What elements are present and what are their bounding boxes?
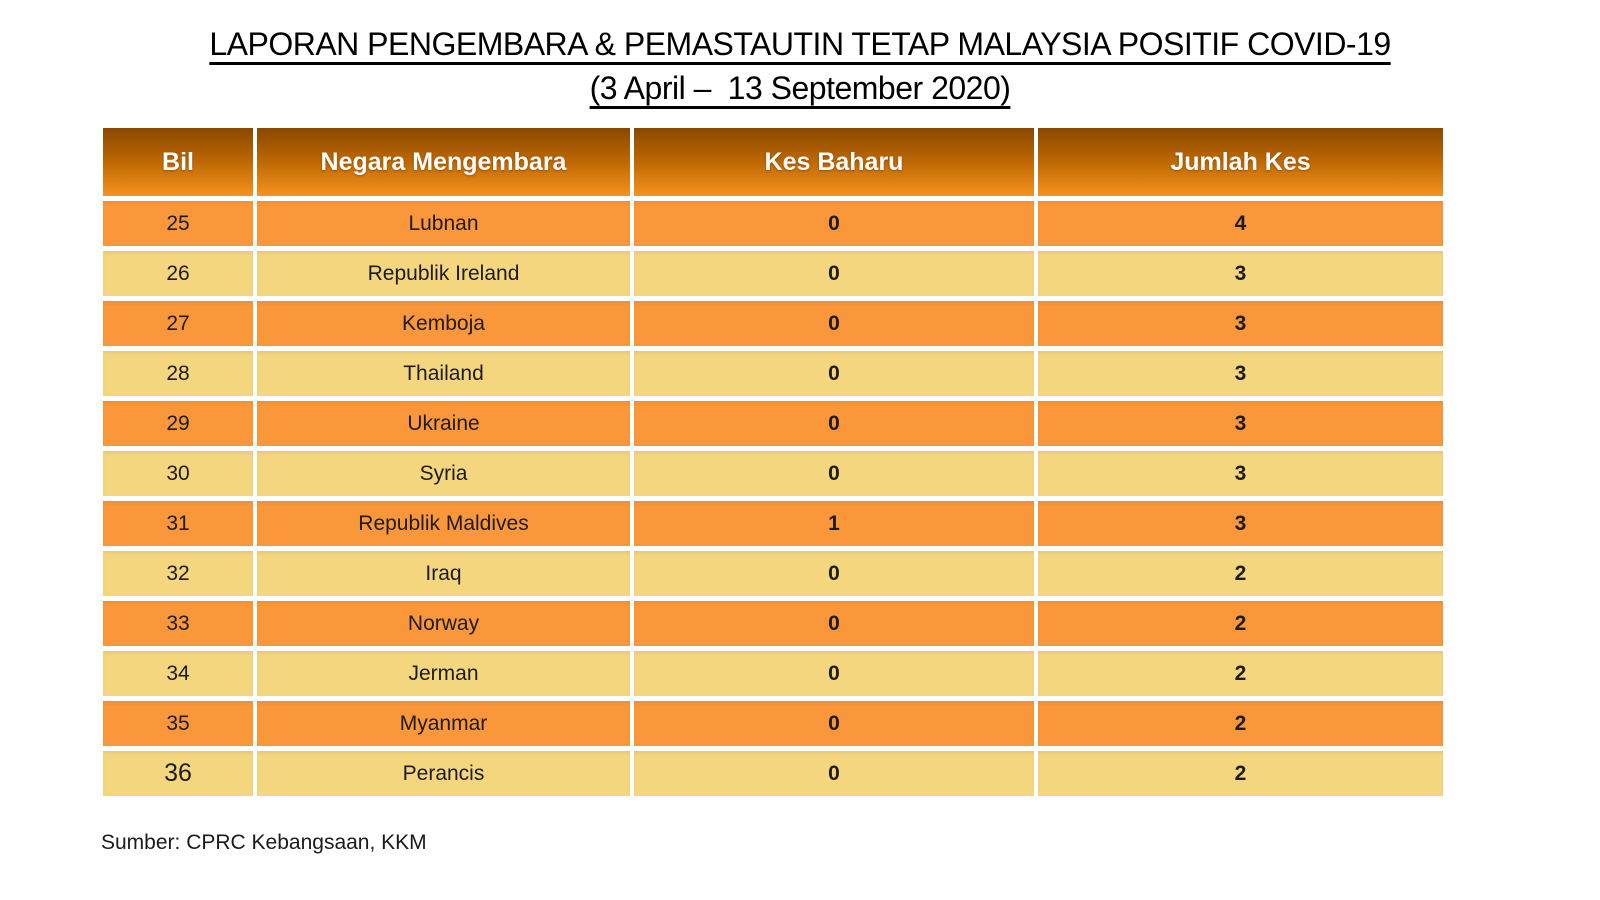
table-row: 25 Lubnan 0 4: [103, 201, 1443, 246]
cell-negara: Syria: [257, 451, 630, 496]
cell-kes-baharu: 1: [634, 501, 1034, 546]
cell-negara: Kemboja: [257, 301, 630, 346]
cell-bil: 29: [103, 401, 253, 446]
cell-kes-baharu: 0: [634, 601, 1034, 646]
cell-kes-baharu: 0: [634, 201, 1034, 246]
cell-bil: 25: [103, 201, 253, 246]
cell-negara: Republik Ireland: [257, 251, 630, 296]
source-text: Sumber: CPRC Kebangsaan, KKM: [101, 831, 427, 854]
cell-kes-baharu: 0: [634, 351, 1034, 396]
cell-negara: Thailand: [257, 351, 630, 396]
cell-jumlah-kes: 2: [1038, 551, 1443, 596]
cell-negara: Lubnan: [257, 201, 630, 246]
cell-bil: 26: [103, 251, 253, 296]
cell-kes-baharu: 0: [634, 701, 1034, 746]
page-subtitle-daterange: (3 April – 13 September 2020): [589, 70, 1011, 106]
cell-negara: Jerman: [257, 651, 630, 696]
column-header-bil: Bil: [103, 128, 253, 196]
cell-bil: 31: [103, 501, 253, 546]
cell-jumlah-kes: 3: [1038, 451, 1443, 496]
table-row: 30 Syria 0 3: [103, 451, 1443, 496]
table-row: 33 Norway 0 2: [103, 601, 1443, 646]
cell-bil: 32: [103, 551, 253, 596]
table-row: 35 Myanmar 0 2: [103, 701, 1443, 746]
cell-kes-baharu: 0: [634, 551, 1034, 596]
cell-jumlah-kes: 3: [1038, 251, 1443, 296]
table-row: 27 Kemboja 0 3: [103, 301, 1443, 346]
cell-kes-baharu: 0: [634, 251, 1034, 296]
cell-kes-baharu: 0: [634, 401, 1034, 446]
cell-kes-baharu: 0: [634, 651, 1034, 696]
cell-bil: 30: [103, 451, 253, 496]
cell-jumlah-kes: 2: [1038, 701, 1443, 746]
table-row: 34 Jerman 0 2: [103, 651, 1443, 696]
cell-bil: 27: [103, 301, 253, 346]
cell-bil: 28: [103, 351, 253, 396]
cell-bil: 36: [103, 751, 253, 796]
cell-negara: Iraq: [257, 551, 630, 596]
cell-negara: Myanmar: [257, 701, 630, 746]
column-header-negara-mengembara: Negara Mengembara: [257, 128, 630, 196]
cell-negara: Republik Maldives: [257, 501, 630, 546]
covid-cases-table: Bil Negara Mengembara Kes Baharu Jumlah …: [103, 128, 1443, 796]
cell-jumlah-kes: 3: [1038, 501, 1443, 546]
cell-bil: 35: [103, 701, 253, 746]
cell-negara: Perancis: [257, 751, 630, 796]
column-header-jumlah-kes: Jumlah Kes: [1038, 128, 1443, 196]
cell-kes-baharu: 0: [634, 751, 1034, 796]
column-header-kes-baharu: Kes Baharu: [634, 128, 1034, 196]
cell-kes-baharu: 0: [634, 301, 1034, 346]
cell-jumlah-kes: 2: [1038, 601, 1443, 646]
table-row: 28 Thailand 0 3: [103, 351, 1443, 396]
cell-jumlah-kes: 3: [1038, 351, 1443, 396]
title-block: LAPORAN PENGEMBARA & PEMASTAUTIN TETAP M…: [0, 22, 1600, 110]
table-row: 31 Republik Maldives 1 3: [103, 501, 1443, 546]
cell-jumlah-kes: 3: [1038, 401, 1443, 446]
cell-jumlah-kes: 2: [1038, 751, 1443, 796]
cell-bil: 34: [103, 651, 253, 696]
cell-jumlah-kes: 3: [1038, 301, 1443, 346]
page-title: LAPORAN PENGEMBARA & PEMASTAUTIN TETAP M…: [209, 26, 1391, 62]
table-row: 32 Iraq 0 2: [103, 551, 1443, 596]
cell-kes-baharu: 0: [634, 451, 1034, 496]
table-row: 26 Republik Ireland 0 3: [103, 251, 1443, 296]
table-row: 36 Perancis 0 2: [103, 751, 1443, 796]
cell-jumlah-kes: 4: [1038, 201, 1443, 246]
cell-negara: Ukraine: [257, 401, 630, 446]
table-row: 29 Ukraine 0 3: [103, 401, 1443, 446]
table-header-row: Bil Negara Mengembara Kes Baharu Jumlah …: [103, 128, 1443, 196]
cell-bil: 33: [103, 601, 253, 646]
cell-negara: Norway: [257, 601, 630, 646]
cell-jumlah-kes: 2: [1038, 651, 1443, 696]
